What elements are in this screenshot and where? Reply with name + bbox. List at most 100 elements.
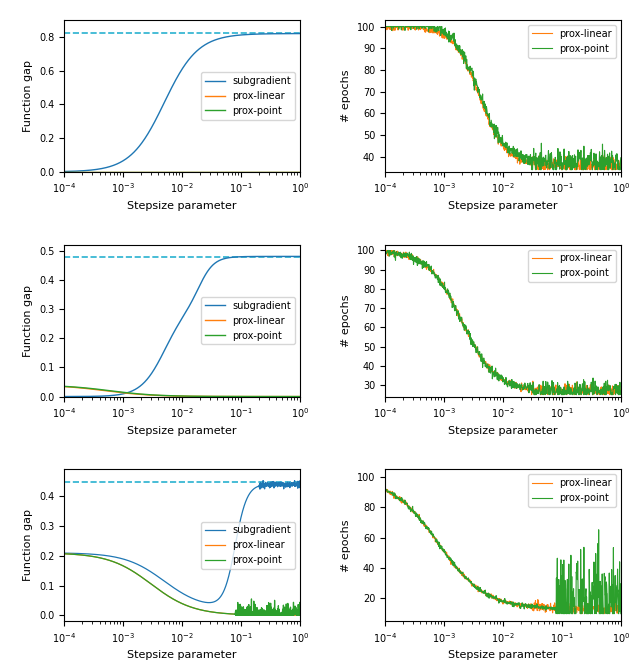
- subgradient: [296, 480, 304, 488]
- prox-linear: [524, 159, 532, 167]
- prox-linear: [263, 393, 271, 401]
- prox-linear: [160, 589, 168, 597]
- prox-linear: [396, 493, 403, 501]
- prox-point: [239, 168, 247, 176]
- subgradient: [263, 253, 271, 261]
- prox-linear: [211, 392, 218, 400]
- prox-point: [560, 145, 568, 153]
- prox-linear: [211, 168, 218, 176]
- subgradient: [296, 29, 304, 37]
- prox-point: [263, 168, 271, 176]
- prox-point: [396, 23, 403, 31]
- subgradient: [205, 599, 212, 607]
- Line: subgradient: subgradient: [64, 33, 300, 172]
- prox-linear: [617, 163, 625, 171]
- prox-linear: [532, 386, 540, 394]
- prox-point: [532, 391, 540, 399]
- prox-point: [88, 552, 96, 560]
- X-axis label: Stepsize parameter: Stepsize parameter: [127, 426, 237, 436]
- prox-linear: [170, 595, 177, 603]
- prox-linear: [617, 607, 625, 615]
- prox-linear: [531, 162, 539, 170]
- subgradient: [195, 597, 202, 605]
- prox-point: [524, 383, 532, 391]
- prox-point: [60, 168, 68, 176]
- subgradient: [75, 167, 83, 175]
- prox-linear: [60, 168, 68, 176]
- Legend: subgradient, prox-linear, prox-point: subgradient, prox-linear, prox-point: [202, 72, 295, 120]
- prox-point: [560, 383, 568, 391]
- prox-linear: [197, 392, 205, 400]
- Legend: prox-linear, prox-point: prox-linear, prox-point: [528, 474, 616, 507]
- prox-point: [381, 246, 388, 255]
- prox-point: [552, 610, 560, 618]
- prox-linear: [532, 597, 540, 605]
- prox-point: [263, 393, 271, 401]
- prox-point: [160, 589, 168, 597]
- prox-linear: [204, 392, 211, 400]
- prox-point: [75, 168, 83, 176]
- prox-linear: [396, 24, 403, 32]
- Legend: subgradient, prox-linear, prox-point: subgradient, prox-linear, prox-point: [202, 297, 295, 345]
- prox-linear: [569, 610, 577, 618]
- X-axis label: Stepsize parameter: Stepsize parameter: [127, 651, 237, 660]
- Line: prox-point: prox-point: [64, 386, 300, 397]
- prox-point: [617, 387, 625, 395]
- prox-point: [518, 383, 525, 391]
- prox-point: [75, 383, 83, 391]
- prox-point: [381, 486, 388, 494]
- prox-point: [530, 391, 538, 399]
- prox-linear: [560, 605, 568, 613]
- prox-point: [396, 250, 403, 258]
- Line: prox-linear: prox-linear: [385, 27, 621, 170]
- subgradient: [211, 260, 218, 268]
- Legend: subgradient, prox-linear, prox-point: subgradient, prox-linear, prox-point: [202, 522, 295, 569]
- Line: prox-linear: prox-linear: [385, 489, 621, 614]
- prox-point: [584, 152, 592, 160]
- prox-linear: [381, 486, 388, 494]
- prox-point: [561, 610, 568, 618]
- subgradient: [197, 279, 205, 287]
- prox-point: [296, 168, 304, 176]
- Y-axis label: # epochs: # epochs: [341, 519, 351, 572]
- Y-axis label: # epochs: # epochs: [341, 69, 351, 122]
- prox-linear: [518, 601, 526, 609]
- prox-linear: [381, 247, 388, 255]
- prox-linear: [518, 384, 526, 392]
- prox-linear: [296, 168, 304, 176]
- prox-linear: [525, 385, 532, 393]
- prox-point: [381, 484, 389, 492]
- subgradient: [79, 550, 86, 558]
- prox-point: [197, 392, 205, 400]
- Line: prox-linear: prox-linear: [64, 387, 300, 397]
- Line: prox-linear: prox-linear: [64, 554, 300, 615]
- prox-linear: [75, 383, 83, 391]
- Line: subgradient: subgradient: [64, 480, 300, 603]
- Y-axis label: Function gap: Function gap: [23, 60, 33, 132]
- prox-point: [585, 603, 593, 611]
- subgradient: [88, 550, 96, 558]
- subgradient: [60, 549, 68, 557]
- prox-linear: [197, 168, 205, 176]
- prox-linear: [560, 160, 568, 168]
- prox-linear: [518, 155, 525, 163]
- prox-point: [239, 393, 247, 401]
- Line: prox-point: prox-point: [385, 488, 621, 614]
- prox-point: [518, 599, 526, 607]
- prox-point: [211, 168, 218, 176]
- prox-point: [524, 159, 532, 167]
- Legend: prox-linear, prox-point: prox-linear, prox-point: [528, 25, 616, 57]
- Y-axis label: Function gap: Function gap: [23, 285, 33, 357]
- subgradient: [170, 583, 177, 591]
- subgradient: [197, 43, 205, 51]
- prox-linear: [396, 252, 403, 260]
- prox-linear: [165, 593, 173, 601]
- prox-linear: [60, 383, 68, 391]
- X-axis label: Stepsize parameter: Stepsize parameter: [448, 201, 557, 211]
- Line: prox-point: prox-point: [385, 250, 621, 395]
- prox-linear: [617, 388, 625, 396]
- prox-point: [532, 603, 540, 611]
- prox-linear: [561, 389, 568, 397]
- X-axis label: Stepsize parameter: Stepsize parameter: [448, 651, 557, 660]
- prox-linear: [381, 23, 388, 31]
